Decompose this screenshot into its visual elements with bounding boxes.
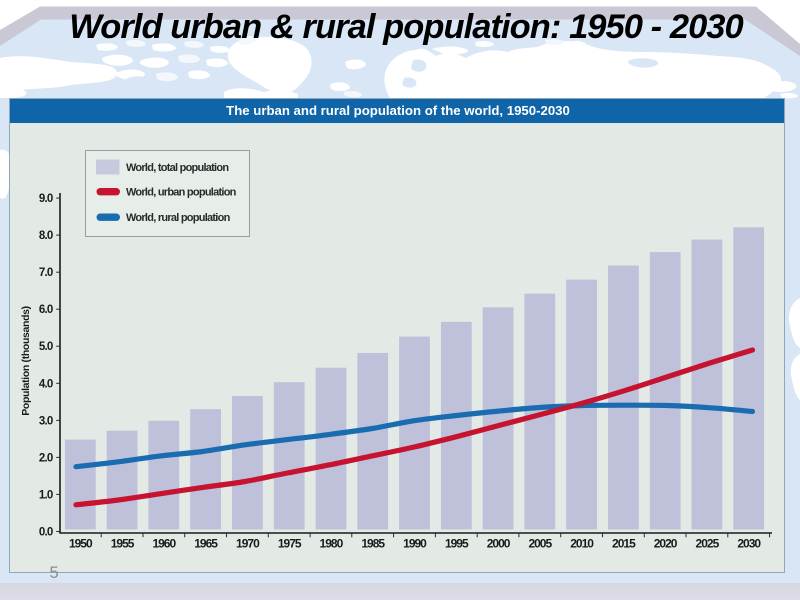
svg-text:2030: 2030 — [737, 537, 761, 551]
svg-text:1955: 1955 — [111, 537, 135, 551]
svg-text:2020: 2020 — [654, 537, 678, 551]
svg-text:1965: 1965 — [194, 537, 218, 551]
svg-text:3.0: 3.0 — [39, 415, 53, 427]
svg-text:5.0: 5.0 — [39, 341, 53, 353]
svg-text:1960: 1960 — [152, 537, 176, 551]
svg-text:World, total population: World, total population — [126, 162, 229, 174]
svg-text:1995: 1995 — [445, 537, 469, 551]
svg-text:2010: 2010 — [570, 537, 594, 551]
svg-text:1970: 1970 — [236, 537, 260, 551]
svg-text:1.0: 1.0 — [39, 489, 53, 501]
svg-text:7.0: 7.0 — [39, 267, 53, 279]
svg-text:1975: 1975 — [278, 537, 302, 551]
svg-text:6.0: 6.0 — [39, 304, 53, 316]
svg-text:2015: 2015 — [612, 537, 636, 551]
svg-text:2025: 2025 — [696, 537, 720, 551]
svg-text:World, rural population: World, rural population — [126, 212, 231, 224]
svg-text:1950: 1950 — [69, 537, 93, 551]
svg-text:0.0: 0.0 — [39, 527, 53, 539]
svg-text:8.0: 8.0 — [39, 230, 53, 242]
svg-text:2.0: 2.0 — [39, 452, 53, 464]
svg-text:Population (thousands): Population (thousands) — [20, 306, 32, 416]
svg-text:2000: 2000 — [487, 537, 511, 551]
svg-text:2005: 2005 — [528, 537, 552, 551]
svg-text:4.0: 4.0 — [39, 378, 53, 390]
svg-text:1980: 1980 — [320, 537, 344, 551]
svg-text:9.0: 9.0 — [39, 193, 53, 205]
svg-text:1985: 1985 — [361, 537, 385, 551]
svg-text:1990: 1990 — [403, 537, 427, 551]
svg-text:World, urban population: World, urban population — [126, 187, 237, 199]
